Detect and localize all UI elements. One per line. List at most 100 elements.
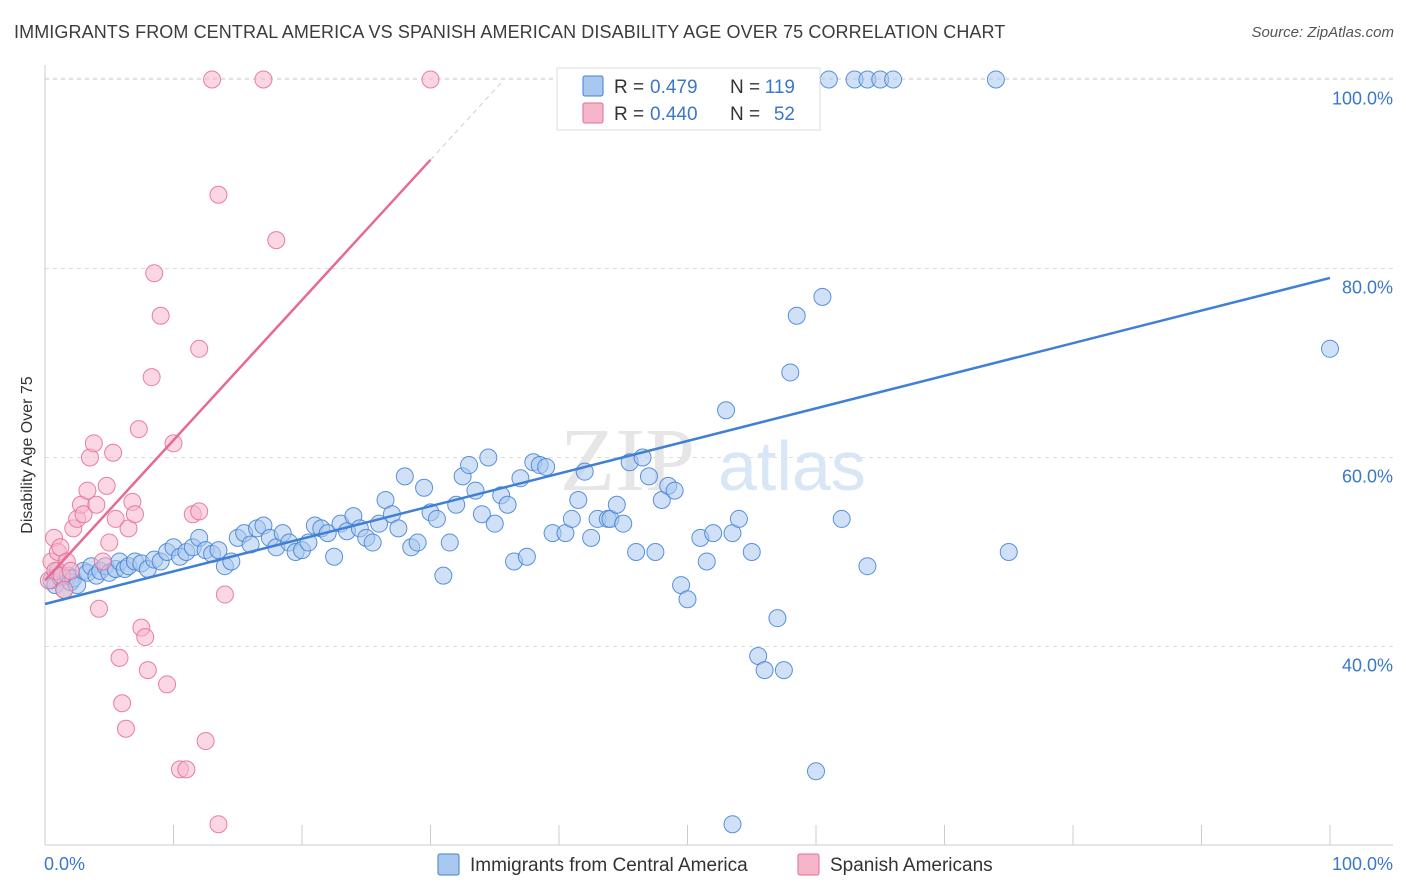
stats-n-value-1: 52	[774, 104, 795, 125]
trendline-spanish-extension	[430, 82, 502, 161]
series-1-point-38	[164, 434, 183, 453]
series-0-point-61	[389, 519, 408, 538]
series-1-point-16	[84, 434, 103, 453]
series-1-point-30	[129, 420, 148, 439]
series-0-point-131	[723, 815, 742, 834]
series-0-point-76	[485, 514, 504, 533]
series-1-point-33	[138, 661, 157, 680]
series-0-points	[42, 70, 1339, 834]
series-1-point-46	[215, 585, 234, 604]
series-1-point-29	[125, 505, 144, 524]
series-1-point-48	[267, 231, 286, 250]
series-1-point-37	[158, 675, 177, 694]
series-0-point-99	[639, 467, 658, 486]
series-1-point-21	[100, 533, 119, 552]
series-1-point-36	[151, 306, 170, 325]
series-0-point-75	[479, 448, 498, 467]
series-0-point-78	[498, 495, 517, 514]
series-1-point-14	[78, 481, 97, 500]
series-0-point-122	[832, 509, 851, 528]
series-1-points	[39, 70, 440, 834]
series-0-point-127	[986, 70, 1005, 89]
series-1-point-32	[136, 628, 155, 647]
series-0-point-120	[813, 287, 832, 306]
series-0-point-116	[774, 661, 793, 680]
series-0-point-128	[999, 543, 1018, 562]
series-1-point-9	[61, 561, 80, 580]
stats-r-label-0: R =	[614, 77, 644, 98]
series-0-point-65	[415, 478, 434, 497]
series-0-point-121	[819, 70, 838, 89]
source-credit: Source: ZipAtlas.com	[1251, 24, 1394, 41]
series-0-point-97	[627, 543, 646, 562]
series-1-point-24	[110, 648, 129, 667]
series-0-point-90	[582, 528, 601, 547]
series-0-point-94	[607, 495, 626, 514]
series-0-point-111	[729, 509, 748, 528]
series-0-point-109	[717, 401, 736, 420]
series-0-point-105	[678, 590, 697, 609]
stats-r-value-1: 0.440	[650, 104, 698, 125]
series-1-point-23	[106, 509, 125, 528]
series-1-point-43	[196, 732, 215, 751]
series-0-point-129	[1321, 339, 1339, 358]
series-1-point-34	[142, 368, 161, 387]
series-0-point-74	[472, 505, 491, 524]
legend-label-0: Immigrants from Central America	[470, 855, 748, 876]
series-1-point-19	[93, 552, 112, 571]
stats-r-value-0: 0.479	[650, 77, 698, 98]
series-1-point-22	[104, 443, 123, 462]
series-0-point-87	[562, 509, 581, 528]
series-0-point-115	[768, 609, 787, 628]
series-0-point-114	[755, 661, 774, 680]
trendline-central-america	[44, 276, 1331, 606]
trendline-spanish-americans	[44, 158, 432, 582]
series-0-point-103	[665, 481, 684, 500]
series-1-point-51	[190, 502, 209, 521]
series-0-point-95	[614, 514, 633, 533]
series-0-point-117	[781, 363, 800, 382]
series-1-point-26	[116, 719, 135, 738]
stats-n-label-1: N =	[730, 104, 760, 125]
series-0-point-118	[787, 306, 806, 325]
series-0-point-84	[537, 457, 556, 476]
series-1-point-13	[74, 505, 93, 524]
legend-swatch-1	[797, 853, 820, 876]
series-1-point-45	[209, 185, 228, 204]
series-1-point-35	[145, 264, 164, 283]
series-0-point-130	[858, 557, 877, 576]
chart-title: IMMIGRANTS FROM CENTRAL AMERICA VS SPANI…	[14, 22, 1006, 42]
series-0-point-107	[697, 552, 716, 571]
series-0-point-108	[704, 524, 723, 543]
series-1-point-40	[177, 760, 196, 779]
series-0-point-88	[569, 491, 588, 510]
series-0-point-68	[434, 566, 453, 585]
series-0-point-69	[440, 533, 459, 552]
watermark-atlas: atlas	[718, 427, 866, 505]
x-tick-label-0: 0.0%	[44, 854, 85, 874]
series-1-point-18	[89, 599, 108, 618]
series-0-point-62	[395, 467, 414, 486]
bottom-legend: Immigrants from Central America Spanish A…	[437, 853, 993, 876]
series-1-point-49	[421, 70, 440, 89]
y-tick-label-3: 100.0%	[1332, 88, 1393, 108]
stats-r-label-1: R =	[614, 104, 644, 125]
series-1-point-50	[209, 815, 228, 834]
series-1-point-7	[55, 580, 74, 599]
series-1-point-17	[87, 495, 106, 514]
series-0-point-64	[408, 533, 427, 552]
series-1-point-25	[113, 694, 132, 713]
stats-n-value-0: 119	[765, 77, 795, 98]
series-1-point-42	[190, 339, 209, 358]
series-0-point-67	[427, 509, 446, 528]
series-0-point-126	[884, 70, 903, 89]
x-tick-label-1: 100.0%	[1332, 854, 1393, 874]
series-0-point-51	[325, 547, 344, 566]
stats-n-label-0: N =	[730, 77, 760, 98]
legend-label-1: Spanish Americans	[830, 855, 993, 876]
stats-legend-box: R = 0.479 N = 119 R = 0.440 N = 52	[556, 67, 821, 131]
series-0-point-119	[807, 762, 825, 781]
series-0-point-72	[460, 456, 479, 475]
series-0-point-112	[742, 543, 761, 562]
